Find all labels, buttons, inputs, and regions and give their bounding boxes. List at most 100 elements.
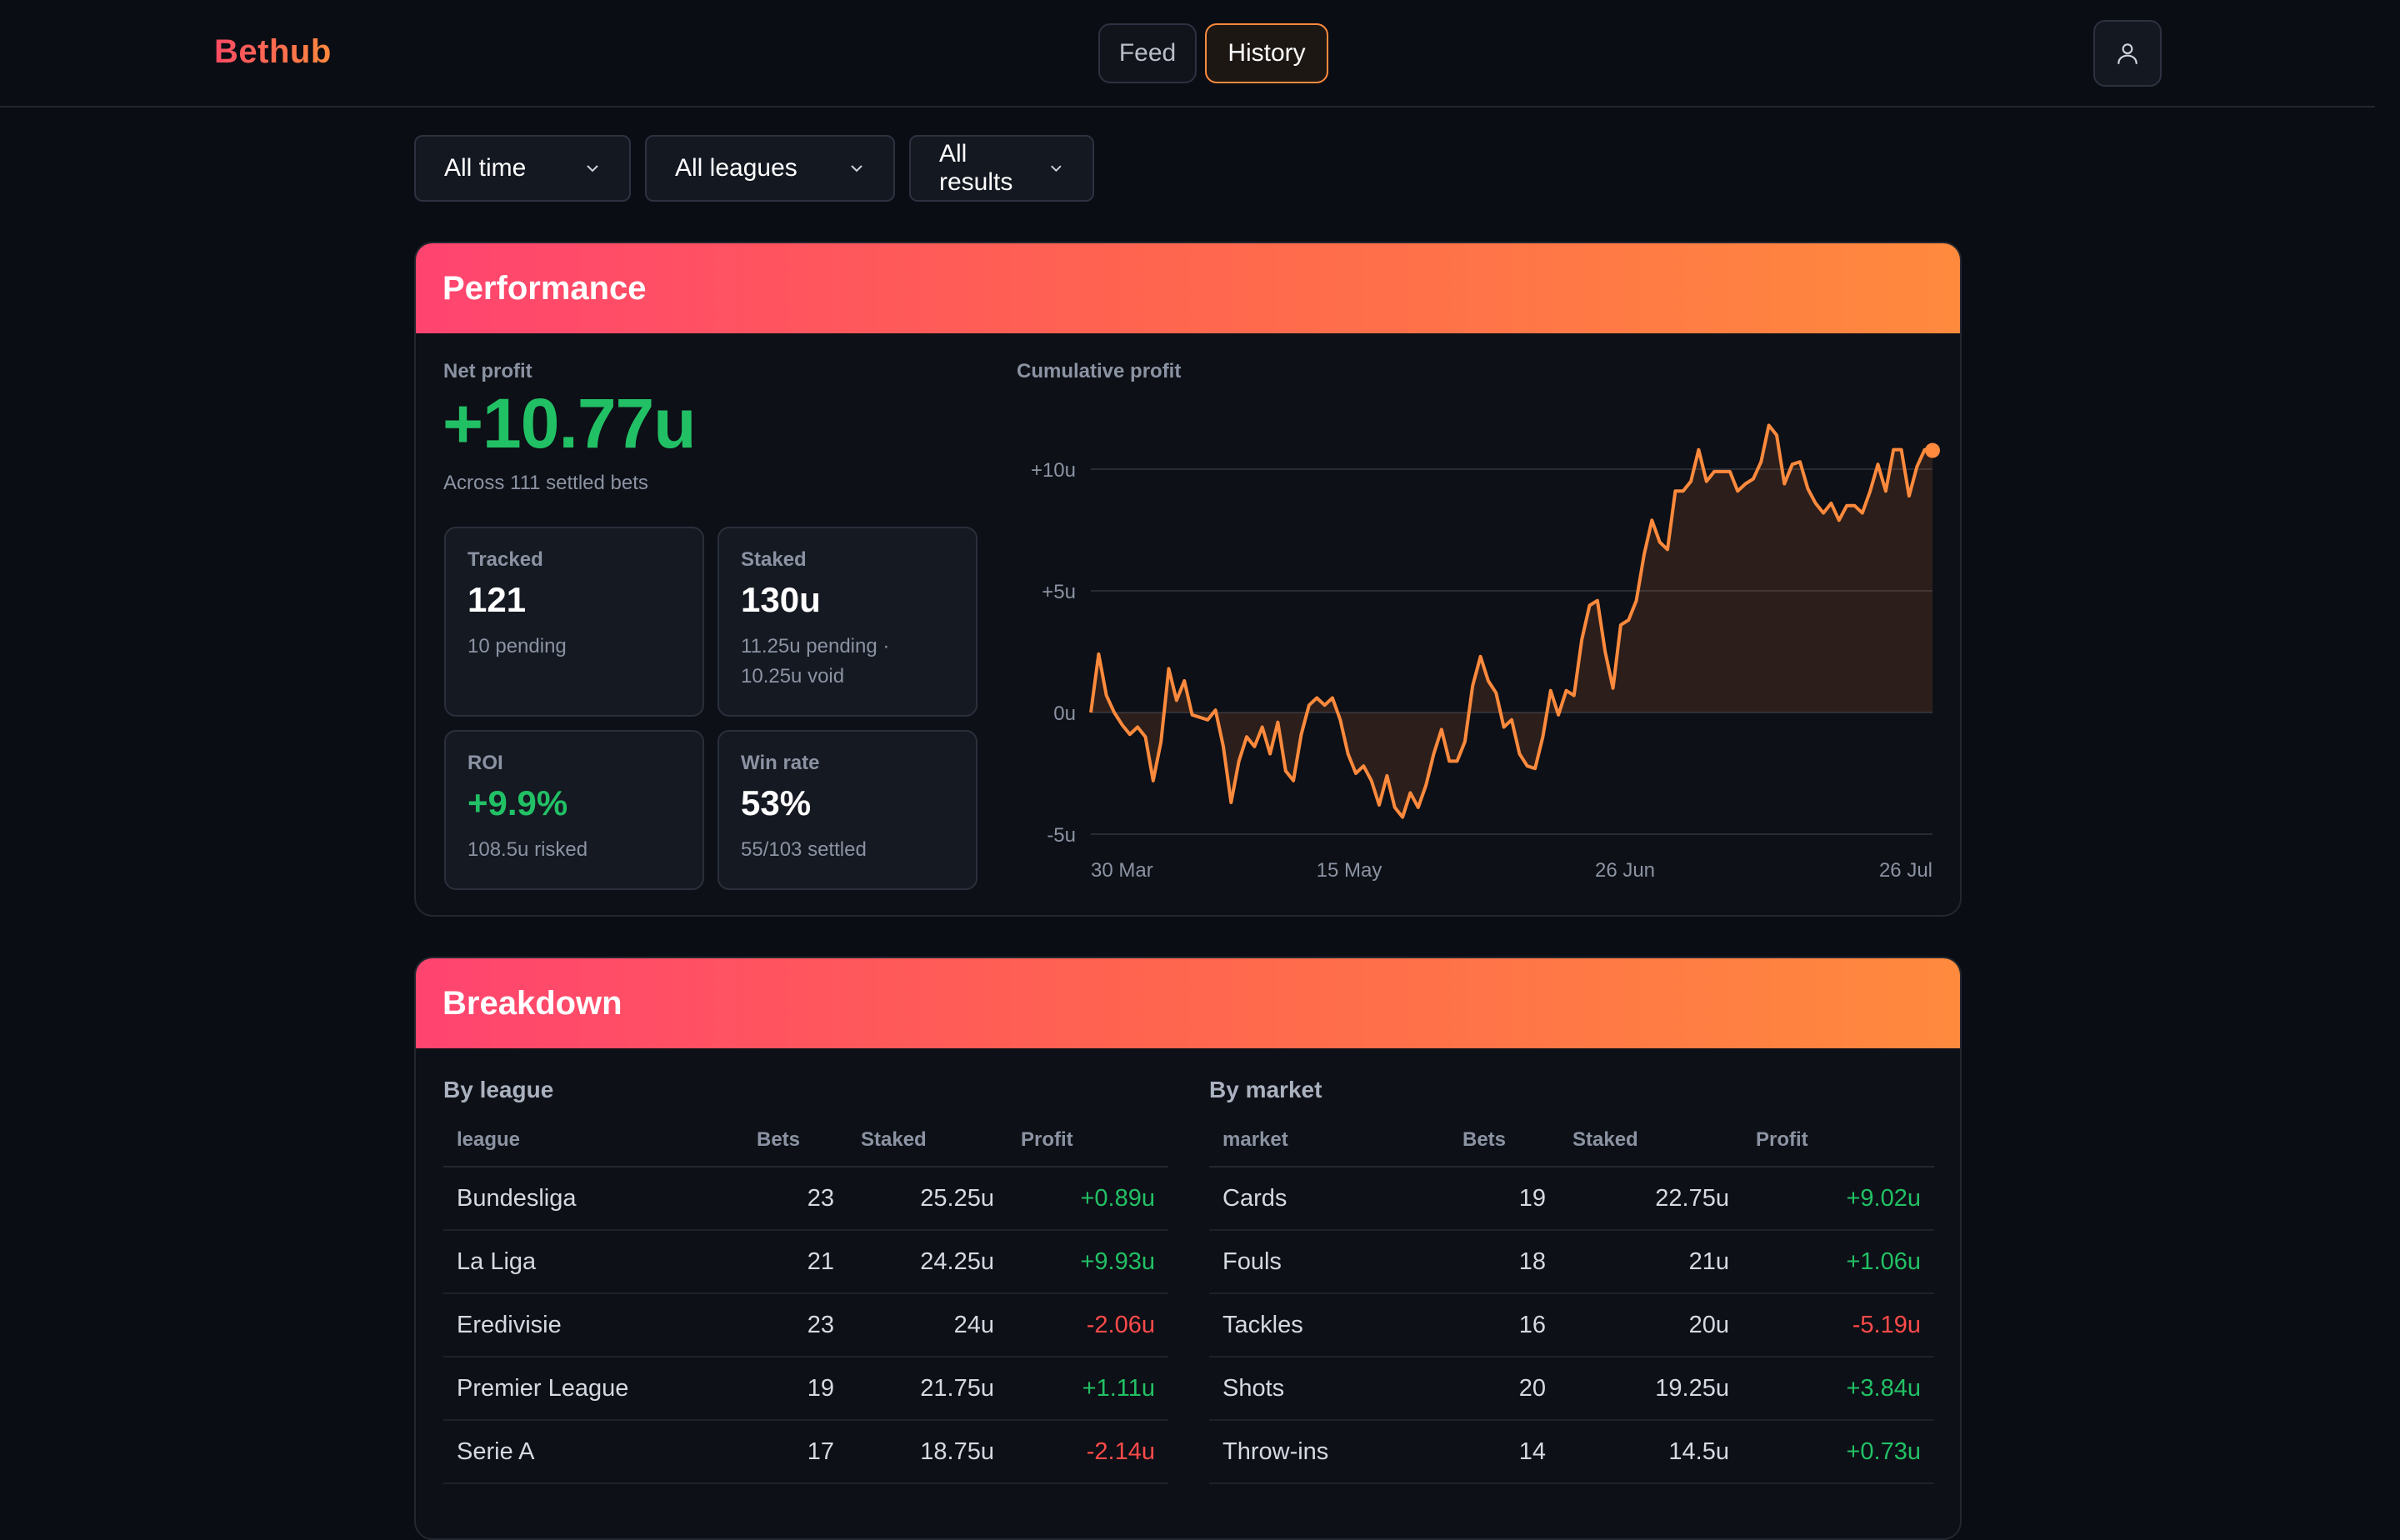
user-icon bbox=[2118, 43, 2138, 65]
market-table: market Bets Staked Profit Cards 19 22.75u +… bbox=[1209, 1113, 1934, 1484]
stat-label: Staked bbox=[741, 548, 807, 571]
row-bets-cell: 17 bbox=[743, 1420, 848, 1484]
column-header[interactable]: Staked bbox=[848, 1113, 1008, 1168]
row-name-cell: Cards bbox=[1209, 1167, 1449, 1231]
net-profit-value: +10.77u bbox=[442, 384, 697, 462]
row-staked-cell: 21.75u bbox=[848, 1357, 1008, 1421]
result-filter-select[interactable]: All results bbox=[909, 135, 1094, 202]
row-profit-cell: +0.73u bbox=[1742, 1420, 1934, 1484]
table-row[interactable]: Cards 19 22.75u +9.02u bbox=[1209, 1167, 1934, 1231]
row-name-cell: La Liga bbox=[443, 1230, 743, 1294]
stat-subtext: 55/103 settled bbox=[741, 838, 867, 861]
table-header-row: market Bets Staked Profit bbox=[1209, 1113, 1934, 1168]
row-bets-cell: 21 bbox=[743, 1230, 848, 1294]
column-header[interactable]: Bets bbox=[1449, 1113, 1559, 1168]
row-name-cell: Throw-ins bbox=[1209, 1420, 1449, 1484]
row-profit-cell: +9.93u bbox=[1008, 1230, 1168, 1294]
row-staked-cell: 24u bbox=[848, 1293, 1008, 1358]
row-profit-cell: +1.06u bbox=[1742, 1230, 1934, 1294]
series-area bbox=[1091, 425, 1932, 818]
stat-value: 130u bbox=[741, 580, 821, 619]
x-tick-label: 26 Jul bbox=[1879, 859, 1932, 882]
table-row[interactable]: Fouls 18 21u +1.06u bbox=[1209, 1230, 1934, 1294]
table-row[interactable]: Shots 20 19.25u +3.84u bbox=[1209, 1357, 1934, 1421]
by-market-title: By market bbox=[1209, 1077, 1322, 1102]
row-name-cell: Bundesliga bbox=[443, 1167, 743, 1231]
chevron-down-icon bbox=[851, 165, 862, 172]
stat-subtext: 10 pending bbox=[468, 635, 567, 658]
row-profit-cell: -5.19u bbox=[1742, 1293, 1934, 1358]
row-bets-cell: 18 bbox=[1449, 1230, 1559, 1294]
league-filter-value: All leagues bbox=[675, 154, 798, 182]
row-bets-cell: 20 bbox=[1449, 1357, 1559, 1421]
performance-title: Performance bbox=[416, 243, 1960, 333]
table-row[interactable]: Bundesliga 23 25.25u +0.89u bbox=[443, 1167, 1168, 1231]
table-row[interactable]: Premier League 19 21.75u +1.11u bbox=[443, 1357, 1168, 1421]
y-tick-label: +5u bbox=[1042, 581, 1076, 603]
table-row[interactable]: Tackles 16 20u -5.19u bbox=[1209, 1293, 1934, 1358]
row-name-cell: Eredivisie bbox=[443, 1293, 743, 1358]
row-name-cell: Tackles bbox=[1209, 1293, 1449, 1358]
row-staked-cell: 20u bbox=[1559, 1293, 1742, 1358]
time-filter-select[interactable]: All time bbox=[414, 135, 631, 202]
row-bets-cell: 23 bbox=[743, 1293, 848, 1358]
table-row[interactable]: La Liga 21 24.25u +9.93u bbox=[443, 1230, 1168, 1294]
row-staked-cell: 21u bbox=[1559, 1230, 1742, 1294]
row-name-cell: Shots bbox=[1209, 1357, 1449, 1421]
column-header[interactable]: Profit bbox=[1742, 1113, 1934, 1168]
column-header[interactable]: Staked bbox=[1559, 1113, 1742, 1168]
stat-subtext: 11.25u pending · 10.25u void bbox=[741, 632, 954, 692]
stat-label: Tracked bbox=[468, 548, 543, 571]
table-header-row: league Bets Staked Profit bbox=[443, 1113, 1168, 1168]
y-tick-label: +10u bbox=[1031, 459, 1076, 482]
row-name-cell: Serie A bbox=[443, 1420, 743, 1484]
table-row[interactable]: Serie A 17 18.75u -2.14u bbox=[443, 1420, 1168, 1484]
row-staked-cell: 22.75u bbox=[1559, 1167, 1742, 1231]
filter-bar: All time All leagues All results bbox=[414, 135, 1094, 202]
column-header[interactable]: market bbox=[1209, 1113, 1449, 1168]
series-line bbox=[1089, 423, 1933, 819]
nav-history-button[interactable]: History bbox=[1205, 23, 1328, 83]
nav-feed-button[interactable]: Feed bbox=[1098, 23, 1197, 83]
breakdown-card: Breakdown By league league Bets Staked P… bbox=[414, 957, 1962, 1540]
y-tick-label: -5u bbox=[1047, 824, 1076, 847]
brand-logo[interactable]: Bethub bbox=[214, 33, 332, 70]
stat-subtext: 108.5u risked bbox=[468, 838, 588, 861]
top-bar: Bethub Feed History bbox=[0, 0, 2375, 108]
column-header[interactable]: Bets bbox=[743, 1113, 848, 1168]
stat-value: 121 bbox=[468, 580, 527, 619]
chevron-down-icon bbox=[1051, 165, 1062, 172]
league-filter-select[interactable]: All leagues bbox=[645, 135, 895, 202]
row-profit-cell: +1.11u bbox=[1008, 1357, 1168, 1421]
table-row[interactable]: Eredivisie 23 24u -2.06u bbox=[443, 1293, 1168, 1358]
row-profit-cell: +0.89u bbox=[1008, 1167, 1168, 1231]
stat-staked: Staked 130u 11.25u pending · 10.25u void bbox=[718, 527, 978, 717]
row-bets-cell: 19 bbox=[1449, 1167, 1559, 1231]
x-tick-label: 30 Mar bbox=[1091, 859, 1153, 882]
stat-label: ROI bbox=[468, 752, 503, 774]
row-bets-cell: 23 bbox=[743, 1167, 848, 1231]
stat-value: +9.9% bbox=[468, 783, 568, 822]
chevron-down-icon bbox=[587, 165, 598, 172]
user-menu-button[interactable] bbox=[2093, 20, 2162, 87]
row-bets-cell: 14 bbox=[1449, 1420, 1559, 1484]
stat-label: Win rate bbox=[741, 752, 820, 774]
y-tick-label: 0u bbox=[1053, 702, 1076, 725]
main-nav: Feed History bbox=[1098, 23, 1328, 83]
stat-subtext-line: 10.25u void bbox=[741, 665, 845, 688]
stat-tracked: Tracked 121 10 pending bbox=[444, 527, 704, 717]
row-staked-cell: 14.5u bbox=[1559, 1420, 1742, 1484]
column-header[interactable]: league bbox=[443, 1113, 743, 1168]
chart-label: Cumulative profit bbox=[1017, 360, 1182, 382]
row-staked-cell: 18.75u bbox=[848, 1420, 1008, 1484]
row-bets-cell: 16 bbox=[1449, 1293, 1559, 1358]
table-row[interactable]: Throw-ins 14 14.5u +0.73u bbox=[1209, 1420, 1934, 1484]
stat-value: 53% bbox=[741, 783, 812, 822]
row-staked-cell: 25.25u bbox=[848, 1167, 1008, 1231]
result-filter-value: All results bbox=[939, 140, 1013, 196]
column-header[interactable]: Profit bbox=[1008, 1113, 1168, 1168]
stat-win-rate: Win rate 53% 55/103 settled bbox=[718, 730, 978, 890]
league-table: league Bets Staked Profit Bundesliga 23 25… bbox=[443, 1113, 1168, 1484]
row-profit-cell: -2.06u bbox=[1008, 1293, 1168, 1358]
x-tick-label: 15 May bbox=[1317, 859, 1382, 882]
